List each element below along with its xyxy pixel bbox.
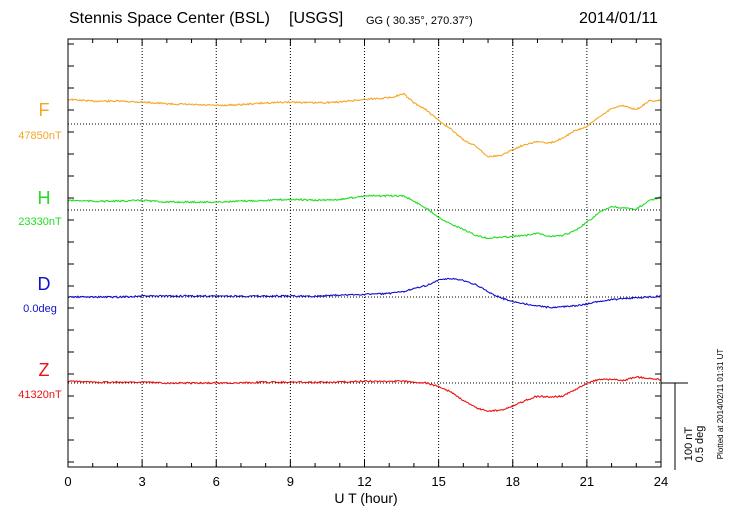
baseline-value-H: 23330nT — [18, 216, 62, 228]
station-title: Stennis Space Center (BSL) — [69, 10, 270, 27]
x-tick-label: 21 — [580, 474, 594, 489]
x-tick-label: 18 — [506, 474, 520, 489]
series-name-D: D — [38, 274, 51, 294]
label-layer: F 47850nT H 23330nT D 0.0deg Z 41320nT — [18, 100, 62, 401]
agency-label: [USGS] — [289, 10, 344, 27]
x-axis-title: U T (hour) — [334, 490, 397, 506]
baseline-value-Z: 41320nT — [18, 389, 62, 401]
x-tick-label: 3 — [139, 474, 146, 489]
series-name-F: F — [39, 100, 50, 120]
x-tick-label: 24 — [654, 474, 668, 489]
baseline-value-D: 0.0deg — [23, 303, 57, 315]
coordinates-label: GG ( 30.35°, 270.37°) — [366, 15, 473, 27]
baseline-value-F: 47850nT — [18, 130, 62, 142]
series-name-Z: Z — [39, 360, 50, 380]
date-label: 2014/01/11 — [579, 10, 658, 27]
x-tick-label: 0 — [64, 474, 71, 489]
scale-bar-deg-label: 0.5 deg — [694, 426, 706, 463]
plotted-at-note: Plotted at 2014/02/11 01:31 UT — [716, 349, 725, 460]
x-tick-label: 15 — [431, 474, 445, 489]
x-tick-label: 6 — [213, 474, 220, 489]
series-layer — [67, 92, 662, 413]
trace-D — [67, 277, 662, 309]
series-name-H: H — [38, 188, 51, 208]
x-tick-label: 12 — [357, 474, 371, 489]
axis-layer: 0 3 6 9 12 15 18 21 24 — [64, 39, 668, 489]
scale-bar: 100 nT 0.5 deg — [661, 382, 706, 470]
trace-F — [67, 92, 662, 158]
x-tick-label: 9 — [287, 474, 294, 489]
scale-bar-nt-label: 100 nT — [683, 427, 695, 462]
trace-H — [67, 194, 662, 240]
trace-Z — [67, 375, 662, 413]
